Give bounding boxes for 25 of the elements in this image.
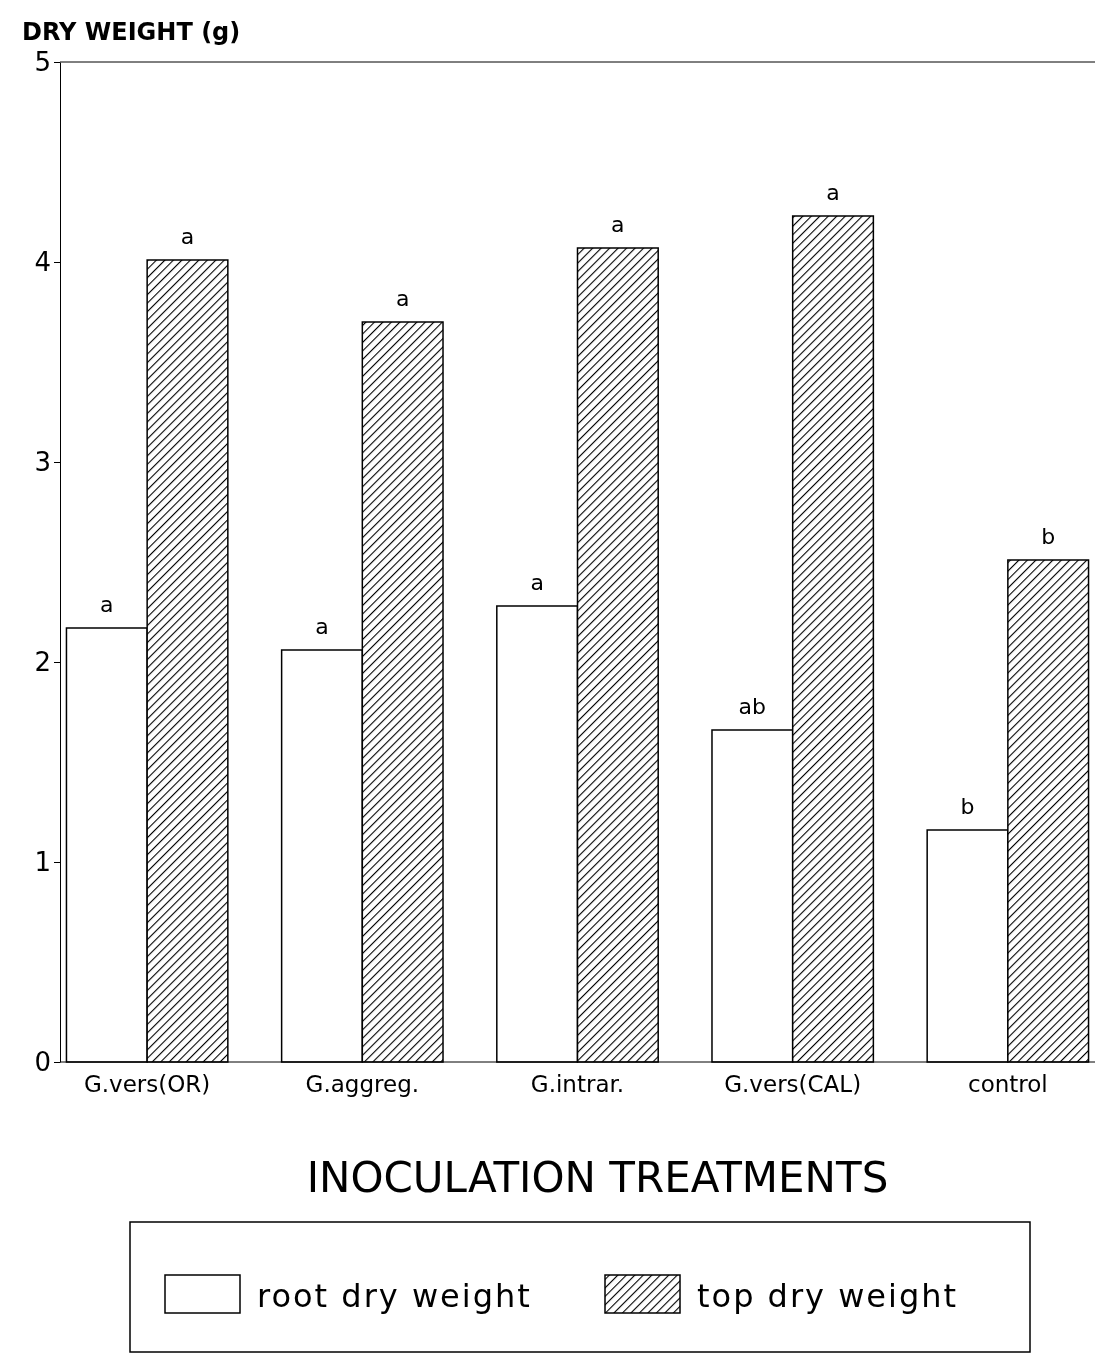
x-tick-label: G.aggreg. <box>305 1071 420 1098</box>
y-tick-label: 4 <box>34 246 51 277</box>
annotation: a <box>100 592 114 617</box>
y-tick-label: 2 <box>34 646 51 677</box>
annotation: b <box>1041 524 1056 549</box>
annotation: ab <box>738 694 767 719</box>
y-tick-label: 3 <box>34 446 51 477</box>
y-tick-label: 1 <box>34 846 51 877</box>
annotation: b <box>960 794 975 819</box>
annotation: a <box>826 180 840 205</box>
annotation: a <box>395 286 410 311</box>
x-tick-label: G.vers(CAL) <box>724 1071 862 1098</box>
x-tick-label: G.vers(OR) <box>83 1071 211 1098</box>
annotation: a <box>315 614 329 639</box>
x-tick-label: G.intrar. <box>530 1071 625 1098</box>
y-axis-title: DRY WEIGHT (g) <box>22 18 241 46</box>
x-tick-label: control <box>967 1071 1048 1098</box>
legend-label: top dry weight <box>697 1277 959 1315</box>
y-tick-label: 0 <box>34 1046 51 1077</box>
annotation: a <box>180 224 195 249</box>
legend-label: root dry weight <box>257 1277 532 1315</box>
x-axis-title: INOCULATION TREATMENTS <box>306 1153 889 1202</box>
y-tick-label: 5 <box>34 46 51 77</box>
annotation: a <box>611 212 625 237</box>
annotation: a <box>530 570 544 595</box>
